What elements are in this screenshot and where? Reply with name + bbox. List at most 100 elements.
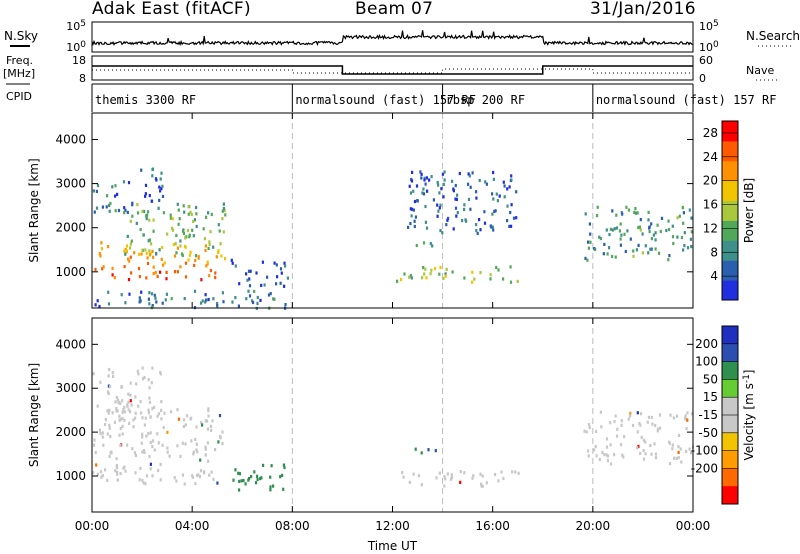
data-cell xyxy=(683,416,687,420)
data-cell xyxy=(181,473,184,477)
data-cell xyxy=(468,174,471,178)
data-cell xyxy=(150,199,153,203)
data-cell xyxy=(616,427,619,431)
data-cell xyxy=(107,302,111,306)
data-cell xyxy=(197,473,200,477)
data-cell xyxy=(614,414,617,418)
data-cell xyxy=(179,454,182,458)
data-cell xyxy=(219,436,222,440)
data-cell xyxy=(279,267,283,271)
data-cell xyxy=(127,278,131,282)
data-cell xyxy=(673,456,676,460)
data-cell xyxy=(255,271,258,275)
data-cell xyxy=(587,449,590,453)
data-cell xyxy=(176,444,179,448)
data-cell xyxy=(145,214,148,218)
data-cell xyxy=(132,418,135,422)
data-cell xyxy=(510,178,513,182)
data-cell xyxy=(148,291,151,295)
data-cell xyxy=(420,451,423,455)
data-cell xyxy=(587,246,590,250)
data-cell xyxy=(156,414,159,418)
data-cell xyxy=(589,240,592,244)
data-cell xyxy=(106,478,109,482)
data-cell xyxy=(99,380,102,384)
data-cell xyxy=(156,274,159,279)
data-cell xyxy=(606,454,610,458)
data-cell xyxy=(514,470,517,474)
data-cell xyxy=(172,243,175,247)
data-cell xyxy=(127,257,130,261)
data-cell xyxy=(613,453,616,457)
data-cell xyxy=(248,284,252,288)
data-cell xyxy=(143,209,146,214)
data-cell xyxy=(183,210,186,214)
data-cell xyxy=(208,242,211,246)
data-cell xyxy=(436,180,439,185)
data-cell xyxy=(639,451,642,455)
data-cell xyxy=(283,284,286,288)
data-cell xyxy=(413,219,416,223)
data-cell xyxy=(665,228,668,233)
x-tick-label-3: 12:00 xyxy=(375,519,410,533)
data-cell xyxy=(195,442,198,446)
data-cell xyxy=(475,196,478,200)
data-cell xyxy=(602,252,605,256)
data-cell xyxy=(112,374,115,378)
data-cell xyxy=(120,293,123,297)
data-cell xyxy=(201,423,204,427)
data-cell xyxy=(627,417,630,421)
data-cell xyxy=(116,470,119,474)
data-cell xyxy=(162,425,165,430)
data-cell xyxy=(495,192,498,196)
power-colorbar-segment xyxy=(722,180,738,202)
data-cell xyxy=(192,452,195,456)
data-cell xyxy=(245,272,248,276)
data-cell xyxy=(463,207,466,212)
data-cell xyxy=(145,217,148,221)
data-cell xyxy=(209,268,212,273)
data-cell xyxy=(416,199,419,203)
data-cell xyxy=(128,292,131,296)
data-cell xyxy=(619,443,623,447)
data-cell xyxy=(111,411,114,415)
data-cell xyxy=(653,442,656,446)
data-cell xyxy=(207,246,210,250)
data-cell xyxy=(637,243,640,247)
data-cell xyxy=(107,374,110,378)
data-cell xyxy=(478,218,481,222)
data-cell xyxy=(583,429,586,433)
data-cell xyxy=(593,448,596,452)
data-cell xyxy=(126,234,129,238)
data-cell xyxy=(455,197,458,201)
data-cell xyxy=(497,479,500,483)
data-cell xyxy=(688,208,691,212)
data-cell xyxy=(425,276,428,280)
data-cell xyxy=(204,453,207,457)
data-cell xyxy=(196,474,199,478)
data-cell xyxy=(195,224,198,229)
data-cell xyxy=(639,218,642,222)
data-cell xyxy=(166,232,169,236)
data-cell xyxy=(149,467,152,471)
data-cell xyxy=(629,411,632,415)
data-cell xyxy=(279,281,282,285)
data-cell xyxy=(234,296,237,300)
power-colorbar-title: Power [dB] xyxy=(742,178,756,243)
data-cell xyxy=(111,370,114,375)
data-cell xyxy=(154,296,157,300)
data-cell xyxy=(128,421,131,425)
data-cell xyxy=(472,474,475,478)
data-cell xyxy=(124,301,127,305)
velocity-colorbar-segment xyxy=(722,468,738,487)
data-cell xyxy=(151,444,154,449)
data-cell xyxy=(192,450,195,454)
data-cell xyxy=(177,208,180,212)
data-cell xyxy=(140,441,143,445)
data-cell xyxy=(668,254,671,258)
data-cell xyxy=(459,480,462,484)
data-cell xyxy=(446,472,449,476)
data-cell xyxy=(438,272,441,276)
data-cell xyxy=(454,183,457,188)
data-cell xyxy=(622,455,625,459)
